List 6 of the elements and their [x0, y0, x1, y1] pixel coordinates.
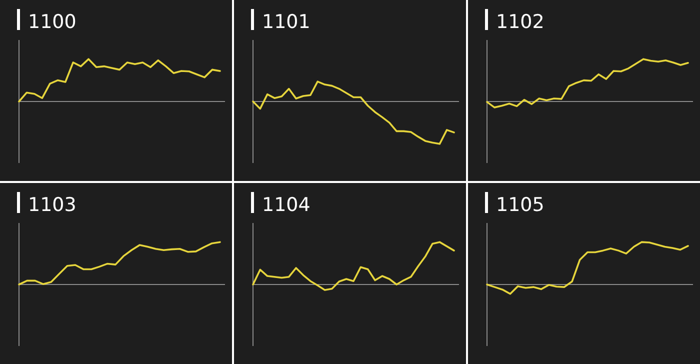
chart-title: 1104 — [262, 194, 310, 216]
chart-title: 1103 — [28, 194, 76, 216]
chart-title: 1102 — [496, 11, 544, 33]
chart-title: 1105 — [496, 194, 544, 216]
chart-title: 1100 — [28, 11, 76, 33]
chart-title: 1101 — [262, 11, 310, 33]
